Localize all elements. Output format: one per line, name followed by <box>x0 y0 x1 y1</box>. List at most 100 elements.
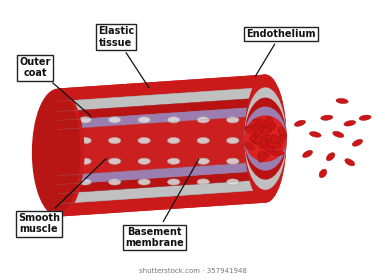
Ellipse shape <box>109 117 121 123</box>
Ellipse shape <box>266 137 277 143</box>
Ellipse shape <box>259 126 267 134</box>
Text: Basement
membrane: Basement membrane <box>125 159 199 248</box>
Ellipse shape <box>244 116 286 162</box>
Ellipse shape <box>244 98 286 179</box>
Polygon shape <box>58 98 265 193</box>
Ellipse shape <box>271 151 284 156</box>
Ellipse shape <box>310 132 321 137</box>
Ellipse shape <box>259 127 269 133</box>
Polygon shape <box>58 107 265 185</box>
Ellipse shape <box>268 122 276 131</box>
Ellipse shape <box>227 158 239 164</box>
Ellipse shape <box>244 107 286 171</box>
Polygon shape <box>58 87 265 204</box>
Ellipse shape <box>352 139 363 146</box>
Ellipse shape <box>264 135 276 140</box>
Text: Endothelium: Endothelium <box>246 29 315 76</box>
Ellipse shape <box>103 197 129 206</box>
Ellipse shape <box>278 127 286 136</box>
Ellipse shape <box>248 126 259 132</box>
Ellipse shape <box>261 125 271 132</box>
Ellipse shape <box>138 179 150 185</box>
Ellipse shape <box>252 132 259 141</box>
Ellipse shape <box>197 137 209 144</box>
Ellipse shape <box>251 135 259 143</box>
Polygon shape <box>103 188 129 201</box>
Ellipse shape <box>273 136 283 143</box>
Ellipse shape <box>109 137 121 144</box>
Ellipse shape <box>258 137 267 146</box>
Polygon shape <box>58 98 265 193</box>
Ellipse shape <box>271 135 278 144</box>
Ellipse shape <box>244 98 286 179</box>
Polygon shape <box>58 116 265 176</box>
Ellipse shape <box>261 151 270 159</box>
Polygon shape <box>58 74 265 217</box>
Ellipse shape <box>227 117 239 123</box>
Ellipse shape <box>197 117 209 123</box>
Ellipse shape <box>167 137 180 144</box>
Ellipse shape <box>244 125 256 130</box>
Text: Outer
coat: Outer coat <box>20 57 91 116</box>
Ellipse shape <box>333 131 344 137</box>
Ellipse shape <box>255 136 266 143</box>
Ellipse shape <box>32 88 85 217</box>
Polygon shape <box>58 74 265 217</box>
Ellipse shape <box>227 179 239 185</box>
Ellipse shape <box>197 179 209 185</box>
Ellipse shape <box>79 158 91 164</box>
Ellipse shape <box>253 119 263 126</box>
Ellipse shape <box>244 87 286 190</box>
Ellipse shape <box>263 146 274 152</box>
Ellipse shape <box>244 87 286 190</box>
Ellipse shape <box>250 137 260 144</box>
Text: Smooth
muscle: Smooth muscle <box>18 159 106 234</box>
Ellipse shape <box>197 158 209 164</box>
Ellipse shape <box>109 158 121 164</box>
Ellipse shape <box>303 150 313 158</box>
Ellipse shape <box>244 74 286 203</box>
Polygon shape <box>58 116 265 176</box>
Ellipse shape <box>32 90 80 215</box>
Ellipse shape <box>244 74 286 203</box>
Ellipse shape <box>263 127 270 135</box>
Polygon shape <box>58 107 265 185</box>
Ellipse shape <box>268 139 275 148</box>
Ellipse shape <box>138 117 150 123</box>
Ellipse shape <box>244 107 286 171</box>
Ellipse shape <box>167 158 180 164</box>
Ellipse shape <box>251 136 263 142</box>
Text: Elastic
tissue: Elastic tissue <box>98 26 149 88</box>
Ellipse shape <box>278 133 287 141</box>
Ellipse shape <box>109 179 121 185</box>
Ellipse shape <box>79 117 91 123</box>
Ellipse shape <box>269 143 281 148</box>
Ellipse shape <box>138 137 150 144</box>
Ellipse shape <box>245 127 256 134</box>
Ellipse shape <box>79 179 91 185</box>
Ellipse shape <box>359 115 371 120</box>
Ellipse shape <box>345 159 355 166</box>
Ellipse shape <box>262 144 274 150</box>
Ellipse shape <box>254 123 267 128</box>
Ellipse shape <box>344 120 356 126</box>
Ellipse shape <box>167 179 180 185</box>
Ellipse shape <box>167 117 180 123</box>
Ellipse shape <box>321 115 333 120</box>
Ellipse shape <box>336 98 348 104</box>
Ellipse shape <box>326 153 335 161</box>
Ellipse shape <box>258 119 267 127</box>
Ellipse shape <box>255 136 262 144</box>
Ellipse shape <box>138 158 150 164</box>
Ellipse shape <box>227 137 239 144</box>
Polygon shape <box>58 87 265 204</box>
Ellipse shape <box>258 154 266 162</box>
Ellipse shape <box>244 116 286 162</box>
Ellipse shape <box>244 142 254 150</box>
Text: shutterstock.com · 357941948: shutterstock.com · 357941948 <box>139 268 246 274</box>
Ellipse shape <box>294 120 306 126</box>
Ellipse shape <box>79 137 91 144</box>
Ellipse shape <box>266 116 273 125</box>
Ellipse shape <box>258 151 264 160</box>
Ellipse shape <box>244 116 286 162</box>
